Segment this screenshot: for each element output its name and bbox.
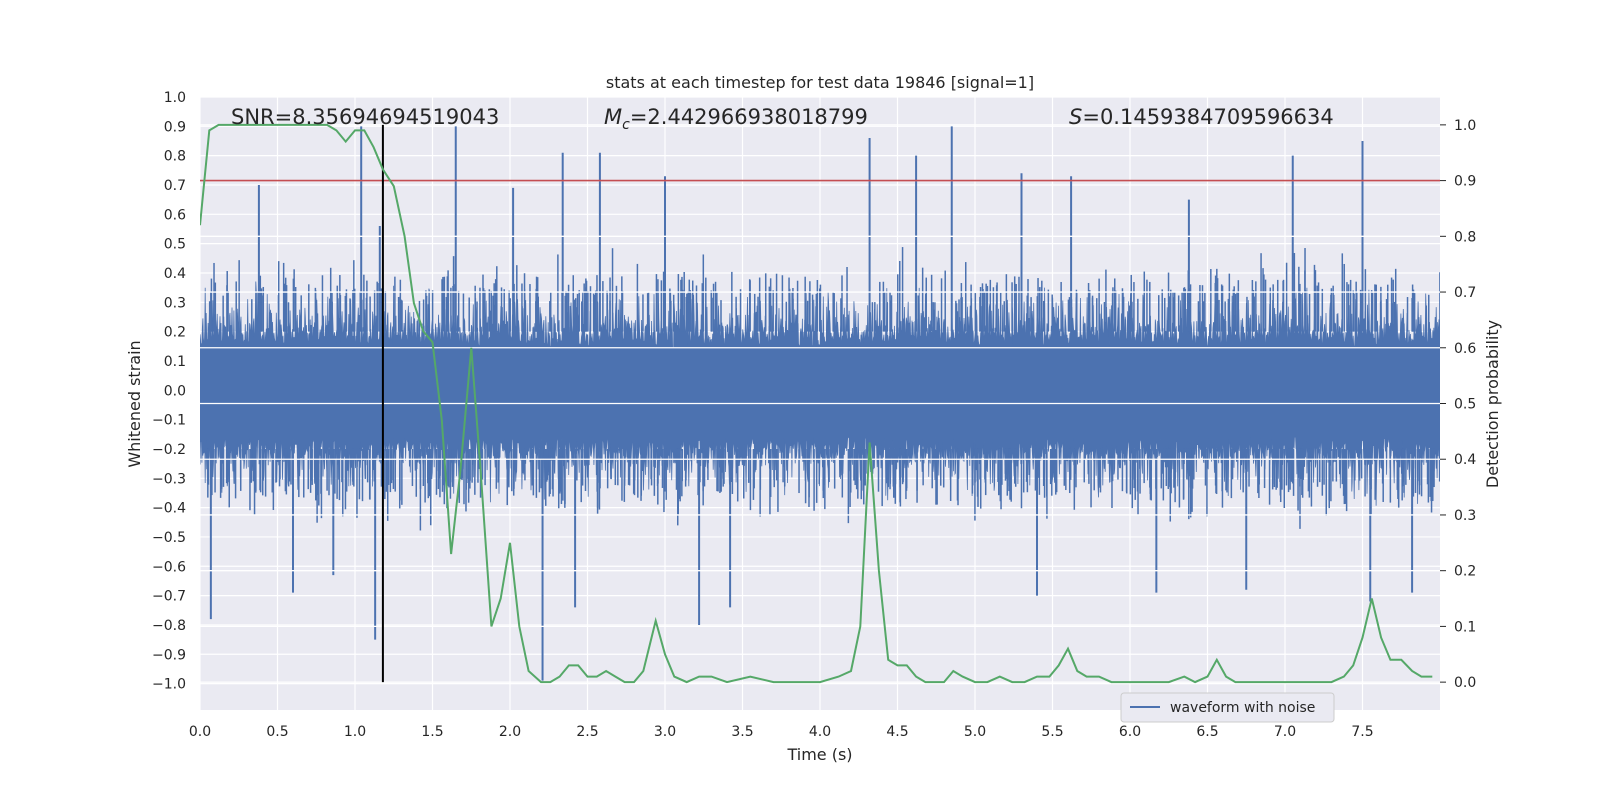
y-tick-label-left: 0.4 [164, 266, 186, 282]
x-tick-label: 6.5 [1196, 724, 1218, 740]
s-annotation: S=0.1459384709596634 [1069, 105, 1334, 129]
y-tick-label-left: 0.1 [164, 354, 186, 370]
y-tick-label-right: 0.9 [1454, 174, 1476, 190]
y-tick-label-left: 0.8 [164, 149, 186, 165]
y-tick-label-left: −0.2 [152, 442, 186, 458]
chirp-mass-annotation: Mc=2.442966938018799 [604, 105, 868, 133]
x-tick-label: 3.0 [654, 724, 676, 740]
y-axis-right-label: Detection probability [1483, 320, 1502, 488]
chart-title: stats at each timestep for test data 198… [606, 73, 1034, 92]
y-tick-label-right: 0.0 [1454, 675, 1476, 691]
s-symbol: S [1069, 105, 1082, 129]
s-value: =0.1459384709596634 [1082, 105, 1333, 129]
x-tick-label: 1.5 [421, 724, 443, 740]
x-tick-label: 5.0 [964, 724, 986, 740]
y-tick-label-left: 0.2 [164, 325, 186, 341]
y-tick-label-left: 0.6 [164, 207, 186, 223]
x-tick-label: 3.5 [731, 724, 753, 740]
x-tick-label: 4.0 [809, 724, 831, 740]
y-tick-label-right: 0.1 [1454, 619, 1476, 635]
y-tick-label-left: −0.4 [152, 501, 186, 517]
y-tick-label-right: 0.8 [1454, 229, 1476, 245]
y-tick-label-left: 0.7 [164, 178, 186, 194]
chirp-mass-subscript: c [622, 117, 630, 133]
y-axis-left-ticks: 1.0 0.9 0.8 0.7 0.6 0.5 0.4 0.3 0.2 0.1 0.0 −0.1 −0.… [152, 90, 186, 693]
x-tick-label: 2.0 [499, 724, 521, 740]
y-axis-right-ticks: 1.0 0.9 0.8 0.7 0.6 0.5 0.4 0.3 0.2 0.1 0.0 [1440, 118, 1476, 691]
legend: waveform with noise [1120, 692, 1335, 723]
legend-box [1120, 692, 1335, 723]
y-tick-label-left: −0.6 [152, 559, 186, 575]
snr-annotation: SNR=8.35694694519043 [231, 105, 499, 129]
y-tick-label-right: 1.0 [1454, 118, 1476, 134]
y-tick-label-left: −0.7 [152, 589, 186, 605]
x-tick-label: 7.0 [1274, 724, 1296, 740]
y-tick-label-left: −1.0 [152, 677, 186, 693]
detection-probability-series [200, 123, 1433, 684]
y-tick-label-left: 0.0 [164, 383, 186, 399]
legend-label: waveform with noise [1170, 700, 1315, 716]
x-tick-label: 2.5 [576, 724, 598, 740]
y-tick-label-right: 0.4 [1454, 452, 1476, 468]
x-axis-label: Time (s) [786, 745, 852, 764]
y-tick-label-left: −0.9 [152, 647, 186, 663]
y-tick-label-left: 0.9 [164, 119, 186, 135]
waveform-series [200, 126, 1440, 681]
plot-area [200, 123, 1440, 684]
y-tick-label-right: 0.2 [1454, 564, 1476, 580]
x-tick-label: 5.5 [1041, 724, 1063, 740]
y-tick-label-left: −0.8 [152, 618, 186, 634]
y-tick-label-left: −0.5 [152, 530, 186, 546]
y-tick-label-left: 0.5 [164, 237, 186, 253]
y-tick-label-right: 0.7 [1454, 285, 1476, 301]
x-axis-ticks: 0.0 0.5 1.0 1.5 2.0 2.5 3.0 3.5 4.0 4.5 5.0 5.5 6.0 6… [189, 724, 1374, 740]
x-tick-label: 1.0 [344, 724, 366, 740]
y-tick-label-left: −0.3 [152, 471, 186, 487]
y-axis-left-label: Whitened strain [125, 340, 144, 467]
x-tick-label: 6.0 [1119, 724, 1141, 740]
y-tick-label-left: 1.0 [164, 90, 186, 106]
x-tick-label: 0.5 [266, 724, 288, 740]
chirp-mass-value: =2.442966938018799 [630, 105, 868, 129]
x-tick-label: 0.0 [189, 724, 211, 740]
chirp-mass-symbol: M [604, 105, 622, 129]
y-tick-label-left: −0.1 [152, 413, 186, 429]
y-tick-label-right: 0.5 [1454, 397, 1476, 413]
y-tick-label-right: 0.6 [1454, 341, 1476, 357]
x-tick-label: 4.5 [886, 724, 908, 740]
y-tick-label-right: 0.3 [1454, 508, 1476, 524]
y-tick-label-left: 0.3 [164, 295, 186, 311]
x-tick-label: 7.5 [1351, 724, 1373, 740]
